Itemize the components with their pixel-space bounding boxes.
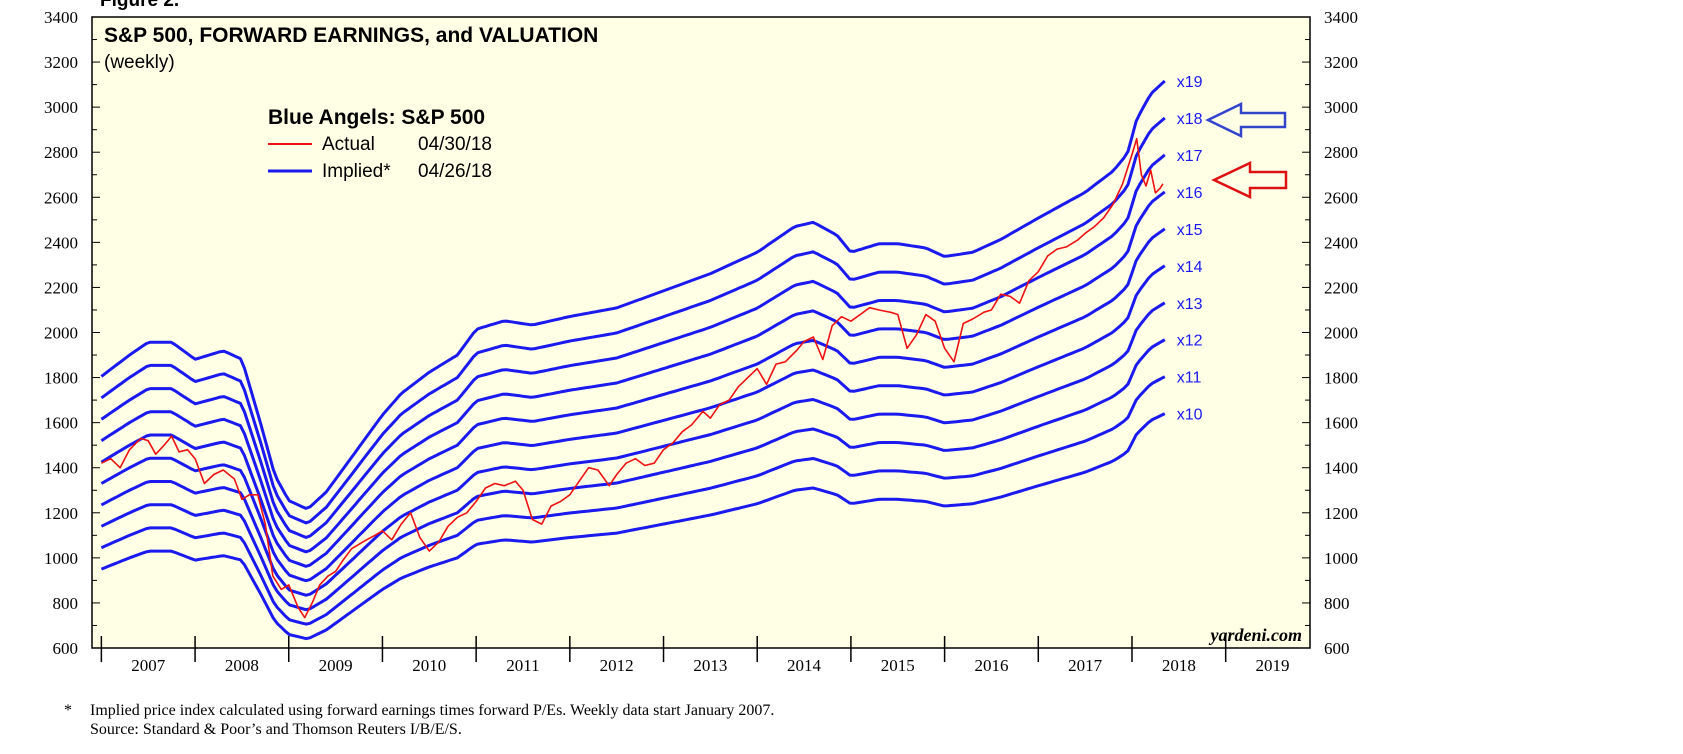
y-axis-left-labels: 600 800 1000 1200 1400 1600 1800 2000 2200 2400 26… bbox=[44, 8, 78, 658]
y-tick-label-left: 3200 bbox=[44, 53, 78, 72]
implied-line-x19 bbox=[100, 79, 1166, 510]
chart-subtitle: (weekly) bbox=[104, 52, 175, 73]
y-tick-label-right: 800 bbox=[1324, 594, 1350, 613]
y-tick-label-left: 1600 bbox=[44, 414, 78, 433]
x-tick-label: 2008 bbox=[225, 656, 259, 675]
x-tick-label: 2007 bbox=[131, 656, 166, 675]
y-tick-label-left: 2600 bbox=[44, 188, 78, 207]
y-tick-label-left: 1800 bbox=[44, 369, 78, 388]
chart-title: S&P 500, FORWARD EARNINGS, and VALUATION bbox=[104, 24, 598, 47]
multiple-label-x14: x14 bbox=[1177, 259, 1203, 276]
x-tick-label: 2017 bbox=[1068, 656, 1103, 675]
implied-line-x12 bbox=[100, 338, 1166, 612]
figure-label: Figure 2. bbox=[100, 0, 180, 11]
y-tick-label-right: 3400 bbox=[1324, 8, 1358, 27]
multiple-label-x16: x16 bbox=[1177, 185, 1203, 202]
x-tick-label: 2015 bbox=[881, 656, 915, 675]
y-tick-label-left: 2000 bbox=[44, 324, 78, 343]
x-tick-label: 2014 bbox=[787, 656, 822, 675]
x-tick-label: 2019 bbox=[1256, 656, 1290, 675]
legend-implied-label: Implied* bbox=[322, 161, 391, 182]
y-tick-label-right: 2200 bbox=[1324, 278, 1358, 297]
multiple-label-x18: x18 bbox=[1177, 111, 1203, 128]
y-tick-label-right: 2600 bbox=[1324, 188, 1358, 207]
y-tick-label-left: 2200 bbox=[44, 278, 78, 297]
multiple-labels: x19 x18 x17 x16 x15 x14 x13 x12 x11 x10 bbox=[1177, 74, 1203, 424]
multiple-label-x17: x17 bbox=[1177, 148, 1203, 165]
plot-frame bbox=[91, 16, 1311, 649]
y-tick-label-right: 2800 bbox=[1324, 143, 1358, 162]
multiple-label-x11: x11 bbox=[1177, 370, 1202, 387]
implied-line-x11 bbox=[100, 375, 1166, 626]
x-axis-labels: 2007 2008 2009 2010 2011 2012 2013 2014 2015 2016… bbox=[131, 656, 1289, 675]
y-tick-label-left: 800 bbox=[53, 594, 79, 613]
y-tick-label-left: 3000 bbox=[44, 98, 78, 117]
y-tick-label-right: 2000 bbox=[1324, 324, 1358, 343]
y-tick-label-left: 1200 bbox=[44, 504, 78, 523]
implied-series-group bbox=[100, 79, 1166, 641]
x-tick-label: 2018 bbox=[1162, 656, 1196, 675]
y-tick-label-right: 3000 bbox=[1324, 98, 1358, 117]
y-tick-label-right: 1000 bbox=[1324, 549, 1358, 568]
x-tick-label: 2009 bbox=[319, 656, 353, 675]
legend-title: Blue Angels: S&P 500 bbox=[268, 106, 485, 129]
y-tick-label-right: 1600 bbox=[1324, 414, 1358, 433]
y-tick-label-left: 2800 bbox=[44, 143, 78, 162]
y-axis-right-labels: 600 800 1000 1200 1400 1600 1800 2000 2200 2400 26… bbox=[1324, 8, 1358, 658]
x-tick-label: 2010 bbox=[412, 656, 446, 675]
red-arrow-icon bbox=[1211, 161, 1288, 199]
multiple-label-x13: x13 bbox=[1177, 296, 1203, 313]
implied-line-x14 bbox=[100, 264, 1166, 583]
multiple-label-x10: x10 bbox=[1177, 407, 1203, 424]
watermark: yardeni.com bbox=[1209, 625, 1303, 645]
implied-line-x16 bbox=[100, 190, 1166, 554]
legend-actual-date: 04/30/18 bbox=[418, 134, 492, 155]
implied-line-x17 bbox=[100, 153, 1166, 539]
y-tick-label-right: 1800 bbox=[1324, 369, 1358, 388]
x-tick-label: 2012 bbox=[600, 656, 634, 675]
implied-line-x15 bbox=[100, 227, 1166, 568]
y-tick-label-right: 3200 bbox=[1324, 53, 1358, 72]
x-tick-label: 2011 bbox=[506, 656, 539, 675]
footnote-line-1: Implied price index calculated using for… bbox=[90, 702, 775, 719]
actual-series-line bbox=[101, 137, 1164, 619]
implied-line-x10 bbox=[100, 412, 1166, 641]
y-tick-label-left: 1400 bbox=[44, 459, 78, 478]
x-tick-label: 2016 bbox=[974, 656, 1008, 675]
blue-arrow-icon bbox=[1205, 102, 1287, 138]
plot-area bbox=[92, 17, 1310, 648]
implied-line-x18 bbox=[100, 116, 1166, 525]
implied-line-x13 bbox=[100, 301, 1166, 597]
multiple-label-x15: x15 bbox=[1177, 222, 1203, 239]
y-tick-label-right: 1200 bbox=[1324, 504, 1358, 523]
y-tick-label-left: 600 bbox=[53, 639, 79, 658]
x-tick-label: 2013 bbox=[693, 656, 727, 675]
legend-actual-label: Actual bbox=[322, 134, 375, 155]
multiple-label-x19: x19 bbox=[1177, 74, 1203, 91]
y-tick-label-left: 2400 bbox=[44, 233, 78, 252]
y-tick-label-right: 1400 bbox=[1324, 459, 1358, 478]
footnote-line-2: Source: Standard & Poor’s and Thomson Re… bbox=[90, 721, 462, 738]
y-tick-label-left: 1000 bbox=[44, 549, 78, 568]
footnote-marker: * bbox=[64, 702, 72, 719]
y-tick-label-right: 2400 bbox=[1324, 233, 1358, 252]
legend-implied-date: 04/26/18 bbox=[418, 161, 492, 182]
multiple-label-x12: x12 bbox=[1177, 333, 1203, 350]
y-tick-label-left: 3400 bbox=[44, 8, 78, 27]
y-tick-label-right: 600 bbox=[1324, 639, 1350, 658]
